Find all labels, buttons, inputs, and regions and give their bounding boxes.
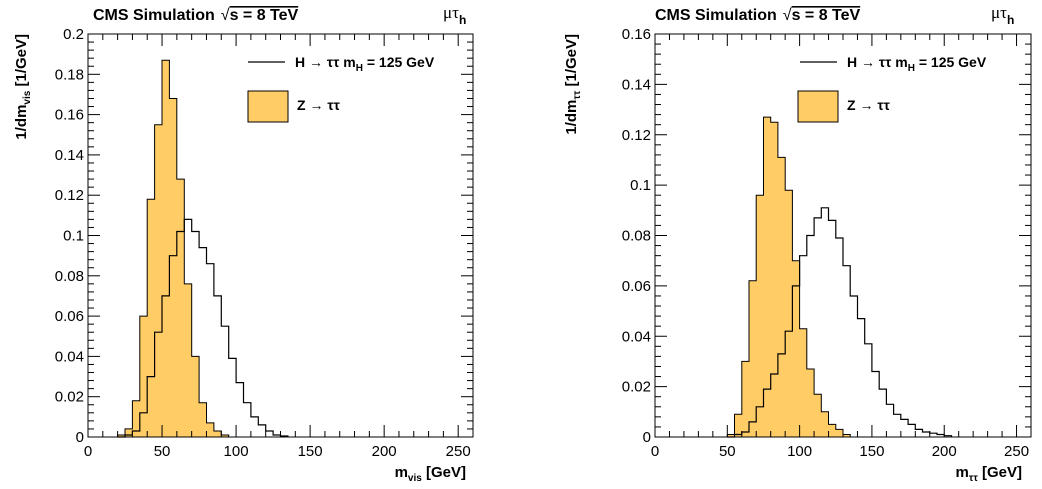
x-tick-label: 150 [298, 443, 323, 460]
x-tick-label: 0 [651, 443, 659, 460]
y-tick-label: 0 [643, 429, 651, 446]
y-tick-label: 0.1 [630, 177, 651, 194]
channel-label: μτh [443, 3, 466, 27]
h-tautau-histogram [727, 207, 953, 438]
channel-label: μτh [991, 3, 1014, 27]
legend-label-higgs: H → ττ mH = 125 GeV [295, 54, 435, 74]
chart-header: CMS Simulation √s = 8 TeV [93, 7, 299, 24]
y-tick-label: 0.2 [63, 26, 84, 43]
y-tick-label: 0.04 [55, 348, 84, 365]
legend-label-higgs: H → ττ mH = 125 GeV [847, 54, 987, 74]
x-tick-label: 100 [224, 443, 249, 460]
y-tick-label: 0.1 [63, 228, 84, 245]
y-tick-label: 0.14 [55, 147, 84, 164]
legend-box-swatch [247, 90, 289, 123]
y-axis-title: 1/dmvis [1/GeV] [13, 34, 33, 140]
x-tick-label: 200 [372, 443, 397, 460]
y-tick-label: 0.06 [622, 278, 651, 295]
y-axis-title: 1/dmττ [1/GeV] [563, 34, 583, 135]
y-tick-label: 0 [76, 429, 84, 446]
chart-panel-1: 0 0.02 0.04 0.06 0.08 0.1 0.12 0.14 0.16 0.18 0.2 0… [13, 3, 474, 484]
y-tick-label: 0.14 [622, 76, 651, 93]
h-tautau-histogram [117, 218, 289, 438]
chart-panel-2: 0 0.02 0.04 0.06 0.08 0.1 0.12 0.14 0.16 0 50 100 15… [563, 3, 1032, 484]
legend-box-swatch [797, 90, 839, 123]
y-tick-label: 0.08 [622, 228, 651, 245]
x-tick-label: 150 [859, 443, 884, 460]
x-tick-label: 50 [719, 443, 736, 460]
y-tick-label: 0.02 [622, 379, 651, 396]
x-tick-label: 100 [787, 443, 812, 460]
y-tick-label: 0.02 [55, 389, 84, 406]
x-tick-label: 200 [932, 443, 957, 460]
y-tick-label: 0.12 [55, 187, 84, 204]
x-tick-label: 50 [154, 443, 171, 460]
z-tautau-histogram [726, 116, 851, 438]
x-axis-title: mττ [GeV] [956, 464, 1022, 484]
y-tick-label: 0.04 [622, 328, 651, 345]
x-axis-title: mvis [GeV] [395, 464, 466, 484]
y-tick-label: 0.16 [55, 107, 84, 124]
x-tick-label: 250 [1004, 443, 1029, 460]
y-tick-label: 0.06 [55, 308, 84, 325]
legend-label-z: Z → ττ [847, 97, 891, 113]
y-tick-label: 0.18 [55, 66, 84, 83]
y-tick-label: 0.12 [622, 127, 651, 144]
chart-header: CMS Simulation √s = 8 TeV [655, 7, 861, 24]
y-tick-label: 0.08 [55, 268, 84, 285]
legend-label-z: Z → ττ [297, 97, 341, 113]
plot-frame [654, 33, 1032, 438]
y-tick-label: 0.16 [622, 26, 651, 43]
x-tick-label: 250 [446, 443, 471, 460]
z-tautau-histogram [117, 59, 230, 438]
x-tick-label: 0 [84, 443, 92, 460]
